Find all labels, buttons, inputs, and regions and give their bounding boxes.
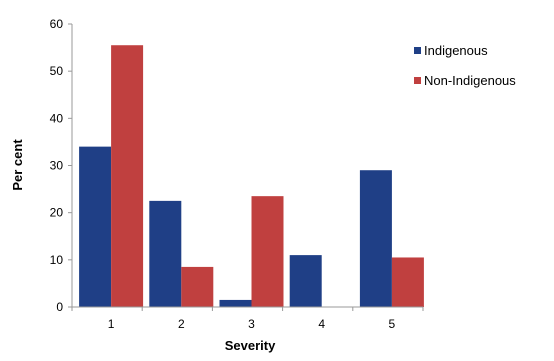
y-tick-label: 60 xyxy=(50,17,64,31)
bar-indigenous-5 xyxy=(359,170,392,307)
y-tick-label: 40 xyxy=(50,111,64,125)
bar-indigenous-3 xyxy=(219,299,252,307)
y-tick-label: 30 xyxy=(50,159,64,173)
legend-swatch-indigenous xyxy=(414,47,421,54)
bars-layer xyxy=(79,45,424,307)
x-tick-label: 1 xyxy=(108,317,115,331)
ticks-layer: 0 10 20 30 40 50 60 1 2 3 4 5 xyxy=(50,17,424,331)
bar-non-indigenous-1 xyxy=(111,45,144,307)
x-tick-label: 3 xyxy=(248,317,255,331)
y-tick-label: 50 xyxy=(50,64,64,78)
legend-label-indigenous: Indigenous xyxy=(424,43,488,58)
bar-indigenous-2 xyxy=(149,200,182,307)
x-tick-label: 4 xyxy=(318,317,325,331)
bar-indigenous-4 xyxy=(289,255,322,307)
y-tick-label: 0 xyxy=(56,300,63,314)
x-tick-label: 5 xyxy=(389,317,396,331)
y-tick-label: 10 xyxy=(50,253,64,267)
y-tick-label: 20 xyxy=(50,206,64,220)
legend: Indigenous Non-Indigenous xyxy=(414,43,516,88)
x-tick-label: 2 xyxy=(178,317,185,331)
legend-swatch-non-indigenous xyxy=(414,77,421,84)
legend-label-non-indigenous: Non-Indigenous xyxy=(424,73,516,88)
bar-non-indigenous-3 xyxy=(251,196,284,307)
bar-non-indigenous-2 xyxy=(181,266,214,307)
bar-indigenous-1 xyxy=(79,146,112,307)
x-axis-title: Severity xyxy=(225,338,276,353)
bar-non-indigenous-5 xyxy=(391,257,424,307)
y-axis-title: Per cent xyxy=(10,139,25,191)
